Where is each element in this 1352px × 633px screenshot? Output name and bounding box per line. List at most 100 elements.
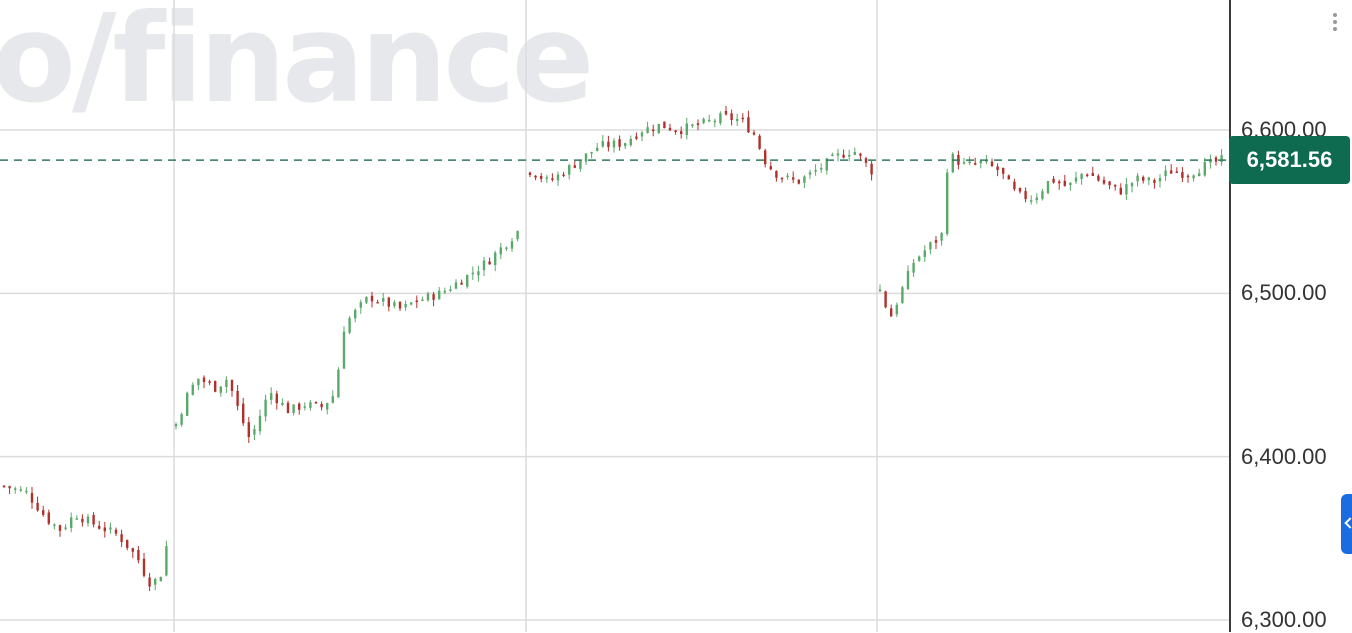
candle-51	[292, 404, 295, 416]
price-axis[interactable]	[1230, 0, 1352, 632]
candle-65	[370, 291, 374, 308]
chart-plot-area[interactable]: o/finance	[0, 0, 1230, 632]
candle-213	[1209, 154, 1212, 169]
candle-82	[466, 274, 469, 289]
candle-179	[1018, 187, 1022, 194]
candle-10	[58, 524, 62, 537]
candle-164	[934, 235, 938, 250]
candlestick-chart[interactable]	[0, 0, 1230, 632]
candle-160	[912, 259, 915, 277]
candle-50	[286, 400, 290, 414]
candle-180	[1024, 187, 1027, 203]
candle-98	[562, 171, 565, 178]
candle-19	[109, 522, 112, 534]
candle-156	[890, 304, 893, 317]
collapse-panel-tab[interactable]	[1341, 494, 1352, 554]
candle-163	[929, 241, 932, 255]
candle-23	[131, 547, 134, 559]
candle-63	[359, 299, 362, 314]
candle-96	[551, 173, 554, 182]
candle-188	[1069, 182, 1072, 191]
candle-1	[8, 485, 11, 494]
candle-94	[540, 173, 543, 183]
candle-119	[680, 126, 683, 139]
candle-93	[534, 175, 537, 181]
candle-47	[270, 387, 273, 405]
candle-187	[1063, 174, 1066, 187]
candle-185	[1052, 175, 1055, 184]
candle-169	[962, 157, 966, 165]
candle-90	[510, 238, 514, 253]
candle-123	[702, 117, 705, 125]
candle-181	[1030, 195, 1033, 205]
y-tick-label-2: 6,400.00	[1241, 443, 1327, 469]
candle-121	[691, 123, 694, 129]
candle-104	[596, 142, 599, 152]
candle-128	[730, 109, 733, 126]
candle-149	[848, 149, 851, 162]
candle-206	[1170, 164, 1173, 174]
candle-189	[1074, 171, 1078, 184]
candle-137	[780, 177, 784, 183]
candle-48	[275, 390, 278, 410]
candle-101	[579, 160, 582, 172]
candle-203	[1153, 178, 1156, 189]
candle-80	[454, 279, 458, 290]
candle-77	[438, 287, 441, 300]
candle-108	[618, 135, 621, 151]
candle-68	[387, 296, 390, 312]
more-options-icon[interactable]	[1326, 10, 1344, 38]
candle-199	[1130, 182, 1134, 193]
candle-150	[853, 147, 856, 156]
candle-182	[1035, 193, 1038, 204]
candle-148	[842, 149, 845, 159]
candle-22	[126, 539, 129, 551]
candle-193	[1097, 174, 1100, 182]
candle-209	[1186, 174, 1190, 183]
candle-92	[528, 171, 532, 178]
y-tick-label-3: 6,300.00	[1241, 607, 1327, 632]
candle-166	[946, 168, 949, 237]
candle-45	[258, 409, 262, 435]
candle-100	[573, 160, 576, 169]
candle-146	[831, 152, 834, 157]
candle-212	[1203, 157, 1206, 177]
candle-14	[81, 514, 84, 527]
candle-140	[797, 179, 800, 185]
candle-125	[713, 118, 716, 128]
candle-155	[884, 290, 887, 309]
candle-152	[864, 156, 868, 167]
candle-135	[769, 161, 772, 171]
candle-59	[337, 367, 340, 398]
candle-175	[996, 163, 999, 177]
candle-205	[1164, 165, 1167, 182]
candle-9	[53, 523, 56, 530]
candle-69	[393, 300, 396, 309]
candle-25	[142, 552, 146, 578]
candle-29	[165, 540, 168, 577]
candle-115	[657, 123, 660, 135]
candle-141	[803, 175, 806, 189]
candle-83	[471, 266, 474, 280]
candle-72	[410, 301, 413, 306]
candle-7	[42, 505, 45, 517]
candle-107	[612, 138, 616, 153]
candle-191	[1086, 173, 1089, 178]
candle-184	[1046, 180, 1050, 195]
candle-39	[225, 376, 228, 394]
candle-116	[663, 121, 666, 129]
candle-143	[814, 164, 817, 176]
candle-171	[974, 157, 977, 166]
candle-53	[303, 402, 306, 411]
candle-24	[137, 546, 140, 564]
candle-106	[607, 135, 610, 152]
candle-127	[724, 105, 728, 116]
candle-133	[758, 134, 761, 150]
candle-134	[764, 148, 767, 168]
candle-31	[180, 412, 183, 427]
candle-66	[376, 299, 379, 304]
candle-21	[120, 529, 123, 547]
candle-73	[415, 295, 418, 309]
price-axis-border	[1229, 0, 1231, 632]
candle-33	[191, 382, 194, 396]
